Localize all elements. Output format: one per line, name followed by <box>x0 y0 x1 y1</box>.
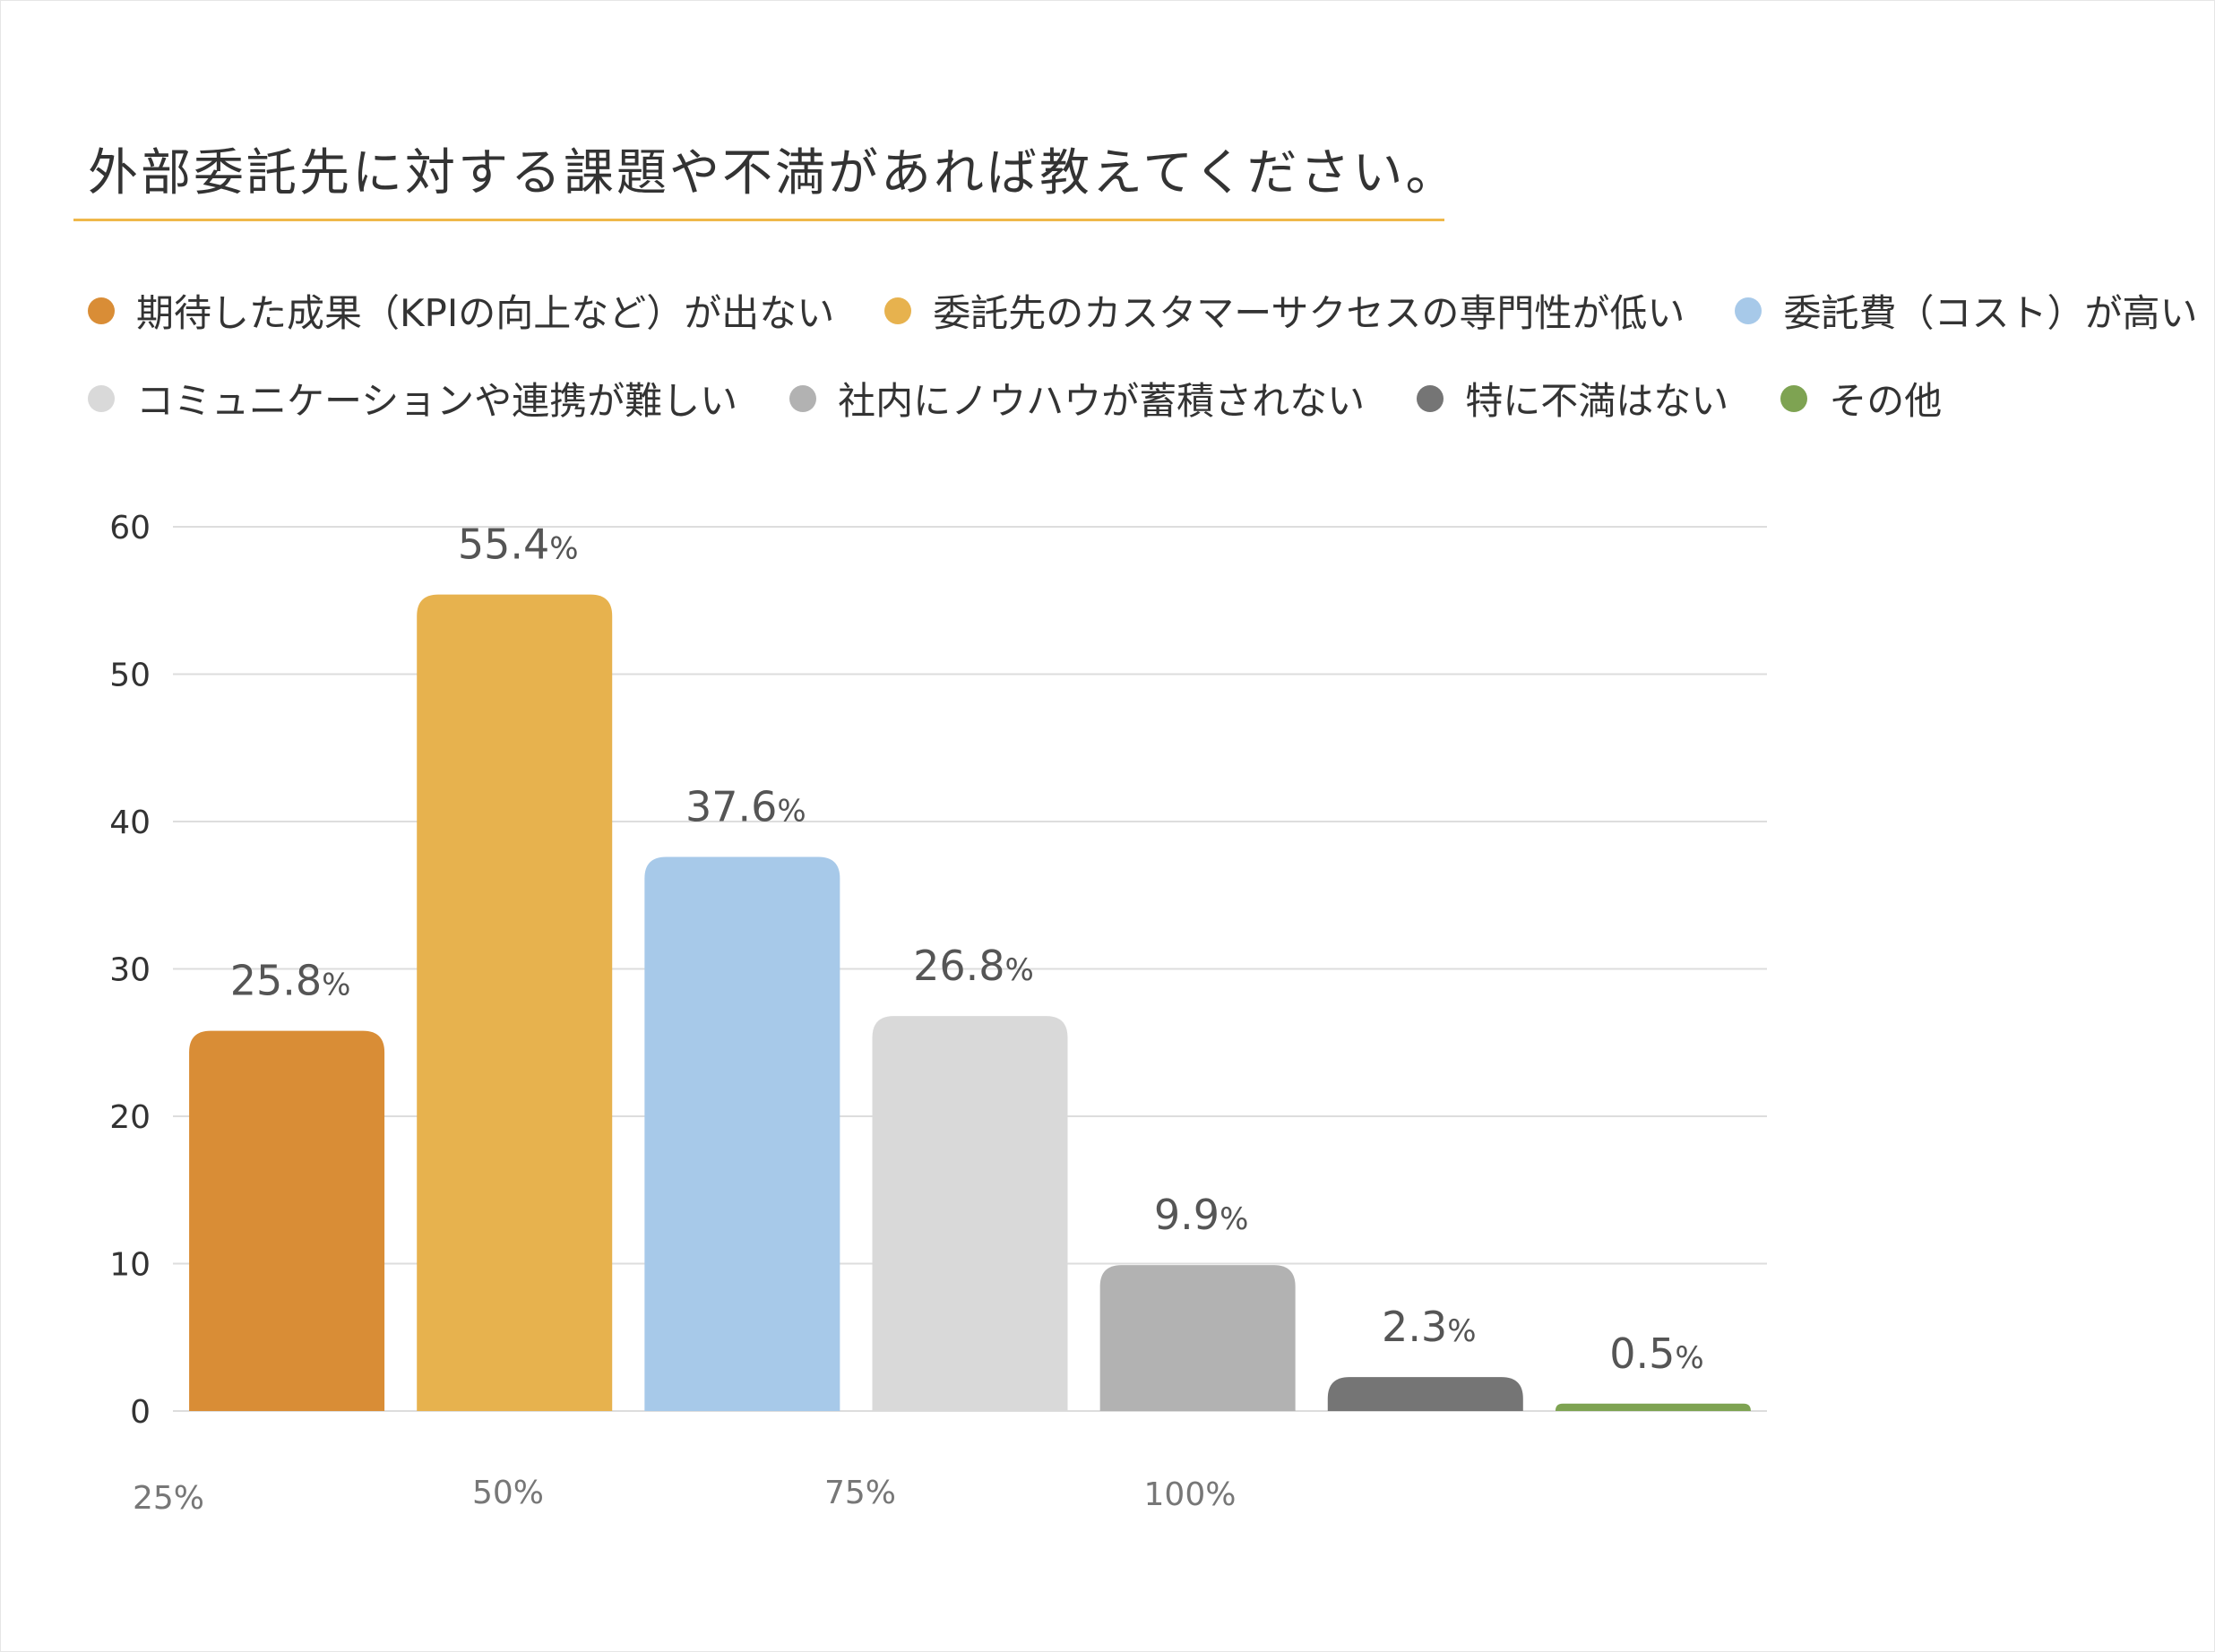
legend-swatch <box>884 297 912 324</box>
legend-item: 委託先のカスタマーサクセスの専門性が低い <box>884 283 1685 338</box>
y-tick-label: 60 <box>109 510 151 546</box>
chart-title: 外部委託先に対する課題や不満があれば教えてください。 <box>88 144 1459 202</box>
data-label: 0.5% <box>1609 1329 1703 1378</box>
legend-label: 特に不満はない <box>1465 379 1729 423</box>
legend-label: 社内にノウハウが蓄積されない <box>838 379 1366 423</box>
legend-label: 委託先のカスタマーサクセスの専門性が低い <box>933 291 1685 335</box>
data-label: 25.8% <box>230 957 351 1005</box>
y-tick-label: 20 <box>109 1099 151 1136</box>
legend-row-1: 期待した成果（KPIの向上など）が出ない 委託先のカスタマーサクセスの専門性が低… <box>88 283 2215 338</box>
bar <box>872 1016 1068 1411</box>
title-underline <box>73 219 1444 221</box>
legend-item: 特に不満はない <box>1417 371 1728 426</box>
bar <box>644 856 840 1411</box>
legend-item: その他 <box>1780 371 1942 426</box>
data-label: 55.4% <box>458 521 579 569</box>
legend-swatch <box>88 384 115 412</box>
data-label: 26.8% <box>913 942 1034 990</box>
legend-label: 委託費（コスト）が高い <box>1783 291 2198 335</box>
legend-swatch <box>789 384 817 412</box>
y-tick-label: 50 <box>109 658 151 694</box>
legend-label: 期待した成果（KPIの向上など）が出ない <box>136 291 835 335</box>
y-axis-ticks: 0 10 20 30 40 50 60 <box>109 510 151 1431</box>
bottom-axis-label: 100% <box>1144 1476 1237 1513</box>
legend-item: 社内にノウハウが蓄積されない <box>789 371 1365 426</box>
bar <box>189 1030 385 1411</box>
data-label: 2.3% <box>1382 1303 1476 1351</box>
legend-item: 委託費（コスト）が高い <box>1735 283 2197 338</box>
y-tick-label: 10 <box>109 1247 151 1284</box>
data-label: 9.9% <box>1154 1191 1248 1239</box>
legend-swatch <box>88 297 115 324</box>
legend-swatch <box>1735 297 1763 324</box>
y-tick-label: 40 <box>109 804 151 841</box>
legend-swatch <box>1780 384 1808 412</box>
y-tick-label: 30 <box>109 952 151 989</box>
bottom-axis-label: 25% <box>133 1480 204 1517</box>
bar <box>1555 1403 1751 1411</box>
bar <box>417 594 613 1411</box>
legend-swatch <box>1417 384 1444 412</box>
y-tick-label: 0 <box>130 1394 151 1431</box>
data-labels: 25.8% 55.4% 37.6% 26.8% 9.9% 2.3% 0.5% <box>230 521 1704 1378</box>
bar <box>1327 1377 1523 1411</box>
bars <box>189 594 1751 1411</box>
bar <box>1099 1265 1296 1411</box>
bottom-axis-label: 50% <box>472 1475 544 1511</box>
bottom-axis-label: 75% <box>824 1475 896 1511</box>
legend-item: 期待した成果（KPIの向上など）が出ない <box>88 283 834 338</box>
legend-row-2: コミュニケーションや連携が難しい 社内にノウハウが蓄積されない 特に不満はない … <box>88 371 1994 426</box>
legend-label: その他 <box>1829 379 1943 423</box>
legend-label: コミュニケーションや連携が難しい <box>136 379 738 423</box>
bottom-axis-labels: 25% 50% 75% 100% <box>133 1475 1236 1517</box>
data-label: 37.6% <box>685 782 806 830</box>
legend-item: コミュニケーションや連携が難しい <box>88 371 737 426</box>
